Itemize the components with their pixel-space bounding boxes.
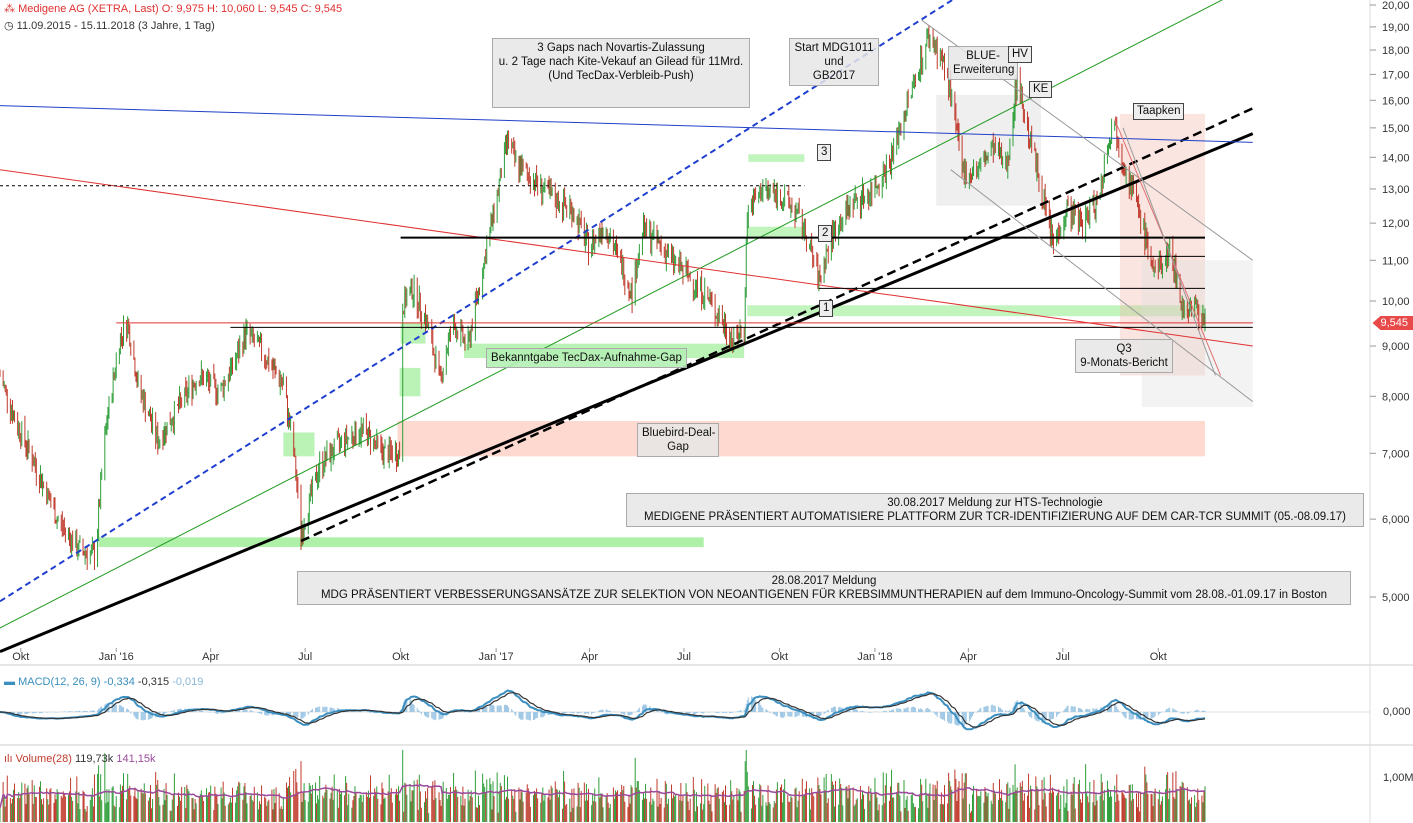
signal-value: -0,315	[137, 676, 170, 688]
annotation-taapken: Taapken	[1133, 103, 1185, 120]
x-tick-label: Okt	[1150, 651, 1167, 663]
y-tick-label: 12,00	[1382, 218, 1410, 230]
gap-label-2: 2	[818, 225, 833, 242]
channel-zone	[936, 94, 1042, 206]
x-tick-label: Okt	[392, 651, 409, 663]
y-tick-label: 5,000	[1382, 592, 1410, 604]
x-tick-label: Okt	[771, 651, 788, 663]
signal-line	[0, 692, 1206, 728]
macd-axis-label: 0,000	[1383, 706, 1411, 718]
volume-axis-label: 1,00M	[1383, 772, 1413, 784]
gap-label-3: 3	[817, 144, 832, 161]
x-tick-label: Jul	[298, 651, 312, 663]
macd-legend[interactable]: ▬ MACD(12, 26, 9) -0,334 -0,315 -0,019	[4, 676, 204, 688]
annotation-start-mdg1011: Start MDG1011 und GB2017	[789, 38, 879, 86]
date-range: ◷ 11.09.2015 - 15.11.2018 (3 Jahre, 1 Ta…	[4, 19, 215, 32]
x-tick-label: Apr	[960, 651, 977, 663]
y-tick-label: 15,00	[1382, 123, 1410, 135]
gap-zone-2	[747, 226, 805, 238]
trend-lines	[0, 0, 1254, 653]
x-tick-label: Okt	[12, 651, 29, 663]
y-tick-label: 7,000	[1382, 448, 1410, 460]
gap-zone	[400, 322, 426, 344]
gap-zone-3	[748, 154, 805, 162]
gap-zone	[399, 367, 421, 397]
volume-ma-line	[0, 783, 1206, 809]
volume-label: Volume(28)	[15, 753, 72, 765]
support-resistance-zones	[98, 94, 1253, 548]
last-price-tag: 9,545	[1372, 316, 1413, 330]
gap-zone	[283, 432, 315, 457]
support-zone	[98, 537, 704, 548]
gap-zone-1	[747, 305, 1205, 317]
macd-panel	[0, 689, 1370, 731]
y-tick-label: 10,00	[1382, 296, 1410, 308]
x-tick-label: Apr	[202, 651, 219, 663]
macd-label: MACD(12, 26, 9)	[18, 676, 101, 688]
y-tick-label: 9,000	[1382, 341, 1410, 353]
annotation-blue-erweiterung: BLUE- Erweiterung	[948, 46, 1018, 80]
volume-panel	[0, 750, 1206, 822]
y-tick-label: 6,000	[1382, 514, 1410, 526]
gap-label-1: 1	[819, 300, 834, 317]
annotation-hts-news: 30.08.2017 Meldung zur HTS-Technologie M…	[626, 493, 1364, 527]
x-tick-label: Jan '17	[479, 651, 514, 663]
y-tick-label: 19,00	[1382, 22, 1410, 34]
histogram-value: -0,019	[172, 676, 204, 688]
x-tick-label: Jul	[1056, 651, 1070, 663]
date-range-text: 11.09.2015 - 15.11.2018 (3 Jahre, 1 Tag)	[16, 20, 215, 32]
annotation-q3-report: Q3 9-Monats-Bericht	[1075, 339, 1173, 373]
x-tick-label: Jan '18	[857, 651, 892, 663]
x-tick-label: Jan '16	[99, 651, 134, 663]
uptrend-dashed	[300, 107, 1254, 543]
x-axis: Okt Jan '16 Apr Jul Okt Jan '17 Apr Jul Okt Jan '…	[12, 648, 1167, 663]
chart-header-title: ⁂ Medigene AG (XETRA, Last) O: 9,975 H: …	[4, 2, 342, 15]
annotation-novartis-gaps: 3 Gaps nach Novartis-Zulassung u. 2 Tage…	[492, 38, 750, 108]
downtrend-line	[1122, 127, 1216, 376]
y-tick-label: 11,00	[1382, 255, 1409, 267]
y-tick-label: 17,00	[1382, 69, 1410, 81]
y-tick-label: 13,00	[1382, 184, 1410, 196]
ohlc-values: O: 9,975 H: 10,060 L: 9,545 C: 9,545	[161, 3, 343, 15]
instrument-title: Medigene AG (XETRA, Last)	[18, 3, 159, 15]
volume-ma-value: 141,15k	[116, 753, 156, 765]
y-axis: 20,00 19,00 18,00 17,00 16,00 15,00 14,00 13,00…	[1370, 0, 1410, 604]
bluebird-gap-zone	[397, 421, 1205, 457]
x-tick-label: Jul	[677, 651, 691, 663]
x-tick-label: Apr	[581, 651, 598, 663]
y-tick-label: 14,00	[1382, 152, 1410, 164]
chart-type-icon[interactable]: ⁂	[4, 3, 15, 15]
resistance-red	[0, 169, 1253, 347]
macd-value: -0,334	[103, 676, 135, 688]
y-tick-label: 20,00	[1382, 0, 1410, 12]
channel-zone	[1141, 260, 1253, 408]
clock-icon: ◷	[4, 20, 14, 32]
annotation-ke: KE	[1029, 81, 1053, 98]
annotation-tecdax-gap: Bekanntgabe TecDax-Aufnahme-Gap	[486, 348, 687, 368]
y-tick-label: 8,000	[1382, 391, 1410, 403]
price-candles	[0, 25, 1206, 571]
annotation-bluebird-gap: Bluebird-Deal- Gap	[637, 423, 719, 457]
y-tick-label: 16,00	[1382, 95, 1410, 107]
y-tick-label: 18,00	[1382, 45, 1410, 57]
resistance-blue	[0, 105, 1253, 143]
channel-lower	[950, 169, 1254, 403]
volume-value: 119,73k	[74, 753, 114, 765]
annotation-hv: HV	[1008, 46, 1032, 63]
volume-legend[interactable]: ılı Volume(28) 119,73k 141,15k	[4, 753, 156, 765]
annotation-neoantigen-news: 28.08.2017 Meldung MDG PRÄSENTIERT VERBE…	[297, 571, 1351, 605]
